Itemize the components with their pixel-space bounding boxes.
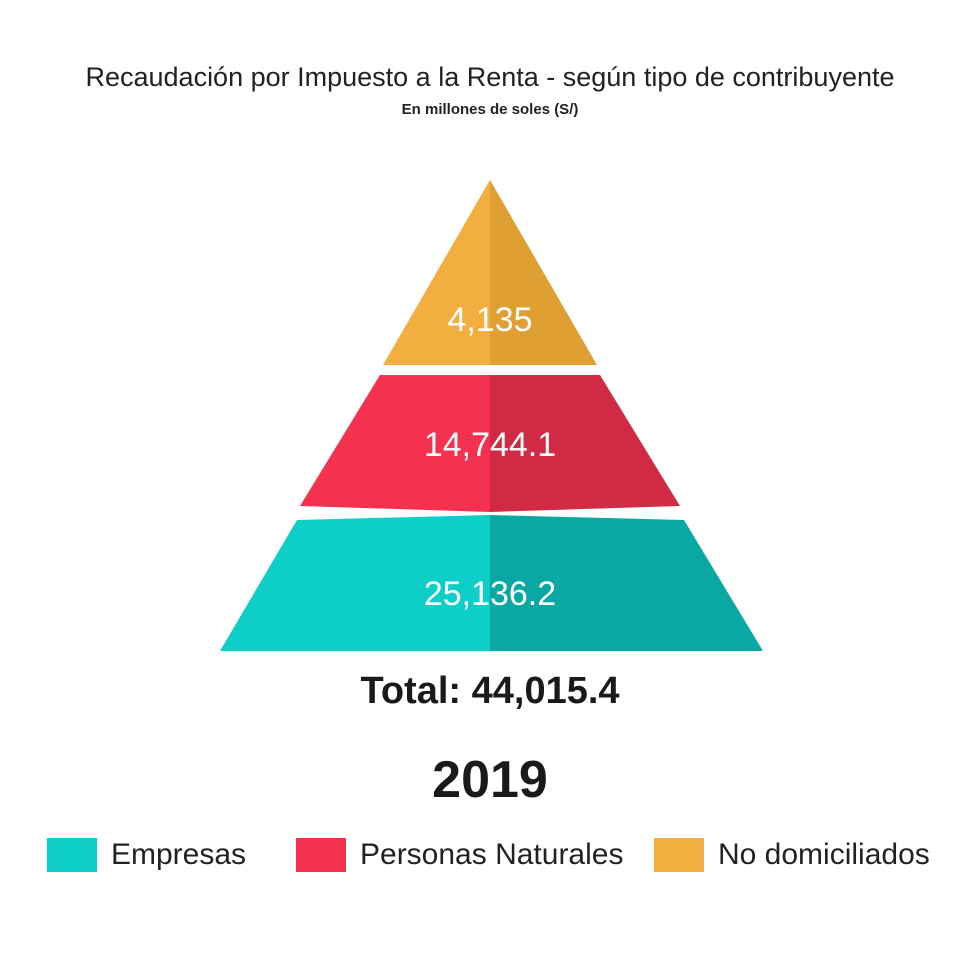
label-personas-naturales: 14,744.1 bbox=[424, 426, 556, 464]
segment-personas-naturales-right bbox=[490, 375, 680, 512]
total-label: Total: 44,015.4 bbox=[360, 670, 620, 712]
legend-label-personas-naturales: Personas Naturales bbox=[360, 838, 624, 871]
legend: Empresas Personas Naturales No domicilia… bbox=[0, 838, 980, 888]
legend-item-no-domiciliados: No domiciliados bbox=[654, 838, 930, 872]
legend-label-no-domiciliados: No domiciliados bbox=[718, 838, 930, 871]
segment-empresas-right bbox=[490, 515, 763, 651]
legend-item-empresas: Empresas bbox=[47, 838, 246, 872]
segment-no-domiciliados-right bbox=[490, 180, 597, 365]
chart-subtitle: En millones de soles (S/) bbox=[401, 101, 579, 118]
year-label: 2019 bbox=[432, 751, 548, 809]
legend-swatch-no-domiciliados bbox=[654, 838, 704, 872]
segment-empresas-left bbox=[220, 515, 490, 651]
legend-item-personas-naturales: Personas Naturales bbox=[296, 838, 623, 872]
legend-swatch-empresas bbox=[47, 838, 97, 872]
segment-no-domiciliados-left bbox=[383, 180, 490, 365]
label-empresas: 25,136.2 bbox=[424, 575, 556, 613]
chart-title: Recaudación por Impuesto a la Renta - se… bbox=[85, 62, 895, 92]
legend-swatch-personas-naturales bbox=[296, 838, 346, 872]
legend-label-empresas: Empresas bbox=[111, 838, 247, 871]
label-no-domiciliados: 4,135 bbox=[447, 301, 532, 339]
segment-no-domiciliados: 4,135 bbox=[383, 180, 597, 365]
segment-empresas: 25,136.2 bbox=[220, 515, 763, 651]
segment-personas-naturales-left bbox=[300, 375, 490, 512]
segment-personas-naturales: 14,744.1 bbox=[300, 375, 680, 512]
